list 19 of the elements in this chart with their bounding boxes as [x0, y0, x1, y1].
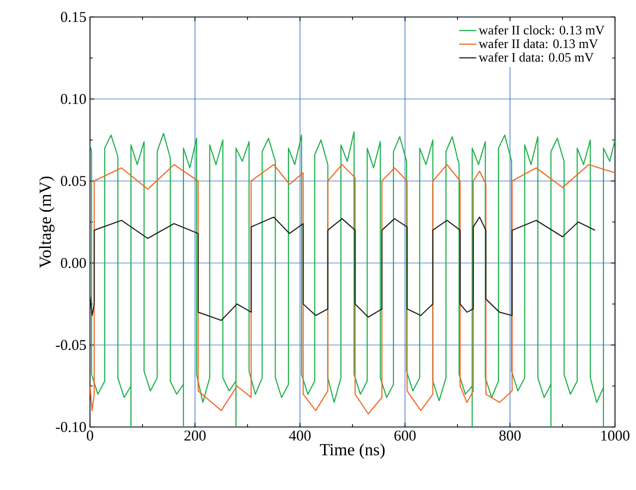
- x-tick-label: 400: [289, 430, 311, 441]
- x-tick-label: 0: [86, 430, 94, 441]
- x-tick-label: 200: [184, 430, 206, 441]
- legend-label: wafer I data: 0.05 mV: [478, 52, 594, 62]
- y-axis-title: Voltage (mV): [39, 176, 54, 268]
- line-series: [90, 216, 596, 321]
- y-tick-label: 0.15: [60, 12, 86, 22]
- y-tick-label: 0.00: [60, 258, 86, 268]
- line-series: [90, 131, 616, 427]
- x-axis-title: Time (ns): [320, 443, 385, 459]
- y-tick-label: 0.10: [60, 94, 86, 104]
- x-tick-label: 1000: [601, 430, 630, 441]
- y-tick-label: 0.05: [60, 176, 86, 186]
- x-tick-label: 600: [394, 430, 416, 441]
- y-tick-label: -0.05: [56, 340, 86, 350]
- legend-label: wafer II data: 0.13 mV: [478, 38, 598, 48]
- y-tick-label: -0.10: [56, 422, 86, 432]
- x-tick-label: 800: [499, 430, 521, 441]
- legend-label: wafer II clock: 0.13 mV: [478, 25, 604, 35]
